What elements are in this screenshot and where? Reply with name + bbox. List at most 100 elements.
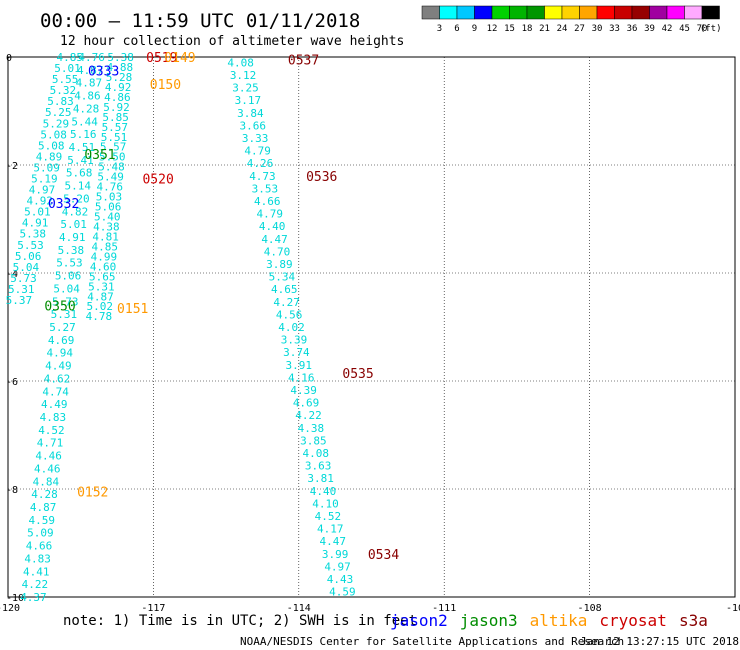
swh-value: 4.62 [44,372,71,385]
swh-value: 4.65 [271,283,298,296]
swh-value: 5.16 [70,128,97,141]
swh-value: 3.99 [322,548,349,561]
swh-value: 4.16 [288,371,315,384]
swh-value: 4.86 [104,91,131,104]
x-tick-label: -120 [0,603,20,614]
swh-value: 4.69 [293,397,320,410]
swh-value: 3.85 [300,434,327,447]
swh-value: 5.14 [65,180,92,193]
swh-value: 4.84 [33,475,60,488]
swh-value: 4.51 [69,141,96,154]
scale-swatch [579,5,598,20]
swh-value: 5.06 [15,250,42,263]
swh-value: 3.17 [235,94,262,107]
scale-label: 42 [662,24,673,34]
swh-value: 4.85 [57,51,84,64]
legend-cryosat: cryosat [599,611,666,630]
swh-value: 3.63 [305,460,332,473]
swh-value: 4.08 [303,447,330,460]
swh-value: 4.87 [76,77,103,90]
scale-swatch [526,5,545,20]
swh-value: 5.50 [99,151,126,164]
swh-value: 4.94 [47,347,74,360]
swh-value: 5.73 [10,272,37,285]
swh-value: 4.71 [37,437,64,450]
swh-value: 3.89 [266,258,293,271]
scale-label: 3 [437,24,442,34]
swh-value: 4.40 [259,220,286,233]
scale-swatch [666,5,685,20]
pass-time-label: 0149 [164,51,195,66]
swh-value: 4.66 [254,195,281,208]
swh-value: 5.57 [100,141,127,154]
swh-value: 5.31 [88,280,115,293]
map-grid [8,57,735,597]
scale-label: 6 [454,24,459,34]
swh-value: 5.32 [50,84,77,97]
swh-value: 4.59 [29,514,56,527]
swh-value: 5.44 [71,115,98,128]
pass-time-label: 0519 [146,51,177,66]
swh-value: 5.06 [95,201,122,214]
scale-swatch [561,5,580,20]
swh-value: 4.59 [329,586,356,599]
axis-ticks: -120 -117 -114 -111 -108 -10 0 -2 -4 -6 -8 -10 [0,53,740,614]
footer-timestamp: Jan 12 13:27:15 UTC 2018 [580,635,739,648]
swh-value: 4.43 [327,573,354,586]
y-tick-label: -10 [6,593,24,604]
pass-time-label: 0151 [117,302,148,317]
x-tick-label: -10 [726,603,740,614]
legend-altika: altika [530,611,588,630]
swh-value: 5.73 [52,295,79,308]
scale-swatch [649,5,668,20]
swh-value: 5.53 [17,239,44,252]
swh-value: 5.40 [94,211,121,224]
scale-swatch [456,5,475,20]
scale-swatch [474,5,493,20]
swh-value: 4.79 [256,208,283,221]
pass-time-label: 0333 [88,65,119,80]
swh-value: 5.55 [52,73,79,86]
swh-value: 4.87 [87,290,114,303]
swh-value: 4.27 [273,296,300,309]
x-tick-label: -114 [287,603,311,614]
swh-value: 5.09 [27,527,54,540]
swh-value: 5.57 [102,121,129,134]
swh-value: 5.01 [24,206,51,219]
swh-value: 4.46 [35,450,62,463]
swh-value: 5.38 [58,244,85,257]
swh-value: 5.03 [96,191,123,204]
pass-time-label: 0535 [342,367,373,382]
swh-value: 4.70 [264,245,291,258]
scale-swatch [509,5,528,20]
swh-value: 5.51 [101,131,128,144]
swh-value: 4.28 [31,488,58,501]
scale-unit: (ft) [700,24,722,34]
scale-swatch [701,5,720,20]
swh-value: 4.73 [249,170,276,183]
swh-value: 3.74 [283,346,310,359]
swh-value: 4.91 [59,231,86,244]
swh-value: 4.40 [310,485,337,498]
swh-value: 5.06 [55,270,82,283]
swh-value: 4.88 [107,61,134,74]
swh-value: 5.04 [53,282,80,295]
swh-value: 4.76 [78,51,105,64]
scale-swatch [614,5,633,20]
scale-label: 9 [472,24,477,34]
swh-value: 4.28 [73,102,100,115]
swh-value: 5.68 [66,167,93,180]
swh-value: 4.92 [105,81,132,94]
swh-value: 4.79 [244,145,271,158]
swh-value: 4.38 [298,422,325,435]
swh-value: 4.47 [261,233,288,246]
swh-value: 5.09 [33,161,60,174]
swh-value: 4.91 [22,217,49,230]
scale-label: 36 [627,24,638,34]
pass-time-label: 0536 [306,170,337,185]
scale-label: 15 [504,24,515,34]
scale-swatch [421,5,440,20]
footer-note: note: 1) Time is in UTC; 2) SWH is in fe… [63,613,417,629]
swh-value: 5.85 [102,111,129,124]
legend-jason2: jason2 [390,611,448,630]
